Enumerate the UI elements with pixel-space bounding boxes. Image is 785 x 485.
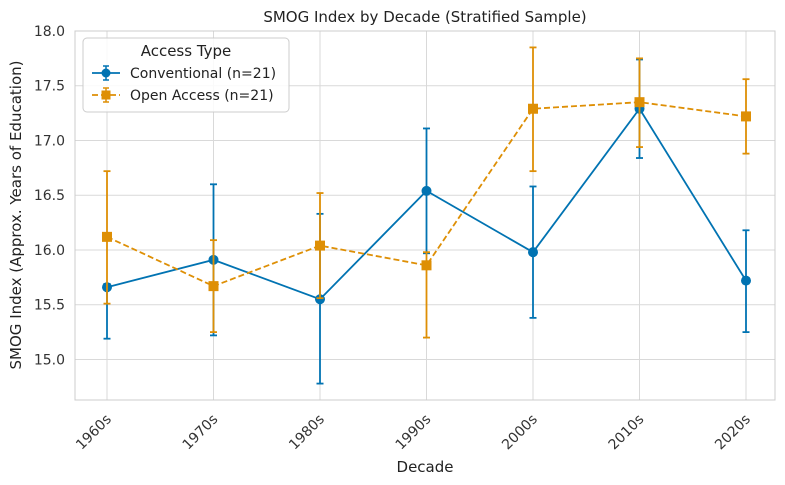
x-tick-label: 1980s xyxy=(286,412,328,454)
legend-label: Open Access (n=21) xyxy=(130,88,274,104)
data-point xyxy=(421,260,432,271)
data-point xyxy=(208,281,219,292)
y-tick-label: 15.5 xyxy=(34,298,65,314)
data-point xyxy=(528,247,538,258)
y-tick-label: 18.0 xyxy=(34,24,65,40)
x-axis-label: Decade xyxy=(397,458,454,476)
data-point xyxy=(315,294,325,305)
y-tick-label: 16.0 xyxy=(34,243,65,259)
data-point xyxy=(634,97,645,108)
y-tick-label: 17.0 xyxy=(34,133,65,149)
series-layer xyxy=(102,46,751,385)
y-tick-label: 16.5 xyxy=(34,188,65,204)
x-tick-labels: 1960s 1970s 1980s 1990s 2000s 2010s 2020s xyxy=(73,412,754,454)
x-tick-label: 1970s xyxy=(180,412,222,454)
plot-area-frame xyxy=(74,30,776,401)
y-tick-label: 15.0 xyxy=(34,352,65,368)
data-point xyxy=(741,275,751,286)
legend-label: Conventional (n=21) xyxy=(130,66,276,82)
y-tick-labels: 15.0 15.5 16.0 16.5 17.0 17.5 18.0 xyxy=(34,24,65,368)
x-tick-label: 1960s xyxy=(73,412,115,454)
data-point xyxy=(315,240,325,251)
legend-marker xyxy=(101,68,111,78)
x-tick-label: 2000s xyxy=(499,412,541,454)
legend-title: Access Type xyxy=(141,42,232,60)
legend: Access Type Conventional (n=21) Open Acce… xyxy=(82,37,290,113)
data-point xyxy=(421,185,432,196)
data-point xyxy=(102,231,112,242)
x-tick-label: 2010s xyxy=(606,412,648,454)
chart-title: SMOG Index by Decade (Stratified Sample) xyxy=(263,8,586,26)
legend-entry: Open Access (n=21) xyxy=(92,87,274,104)
legend-marker xyxy=(101,90,111,100)
data-point xyxy=(741,111,751,122)
legend-entry: Conventional (n=21) xyxy=(92,65,276,82)
series-open-access xyxy=(102,46,751,339)
legend-entries: Conventional (n=21) Open Access (n=21) xyxy=(92,65,276,104)
legend-box xyxy=(82,37,290,113)
x-tick-label: 1990s xyxy=(393,412,435,454)
y-tick-label: 17.5 xyxy=(34,79,65,95)
y-axis-label: SMOG Index (Approx. Years of Education) xyxy=(7,61,25,370)
data-point xyxy=(528,103,538,114)
x-tick-label: 2020s xyxy=(712,412,754,454)
